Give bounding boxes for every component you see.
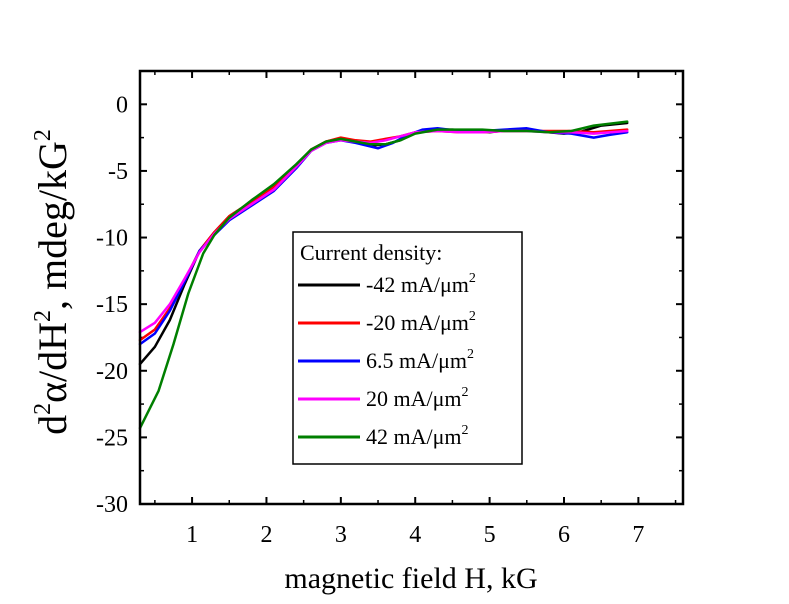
- legend-label: 20 mA/μm2: [366, 385, 469, 411]
- y-tick-label: -10: [96, 226, 128, 252]
- y-tick-label: -5: [108, 159, 128, 185]
- y-axis-title-part: α/dH: [30, 322, 75, 403]
- y-axis-title-sup: 2: [30, 310, 56, 322]
- y-tick-label: -15: [96, 292, 128, 318]
- y-axis-title-sup: 2: [30, 403, 56, 415]
- legend-label: 42 mA/μm2: [366, 423, 469, 449]
- y-tick-label: -20: [96, 359, 128, 385]
- legend-label: -42 mA/μm2: [366, 271, 476, 297]
- x-tick-label: 7: [632, 522, 644, 548]
- legend-label: -20 mA/μm2: [366, 309, 476, 335]
- x-tick-label: 3: [335, 522, 347, 548]
- y-axis-title-sup: 2: [30, 129, 56, 141]
- legend-entries: -42 mA/μm2 -20 mA/μm2 6.5 mA/μm2 20 mA/μm2 4…: [298, 271, 476, 449]
- legend-box: [292, 231, 523, 465]
- x-tick-label: 1: [186, 522, 198, 548]
- plot-frame: [138, 69, 685, 506]
- y-tick-label: -30: [96, 492, 128, 518]
- x-tick-label: 5: [484, 522, 496, 548]
- x-axis-title: magnetic field H, kG: [284, 562, 537, 595]
- x-axis-ticks: 1 2 3 4 5 6 7: [154, 71, 677, 548]
- y-axis-title-part: d: [30, 415, 75, 435]
- x-tick-label: 4: [409, 522, 421, 548]
- x-tick-label: 6: [558, 522, 570, 548]
- y-axis-title: d2α/dH2, mdeg/kG2: [30, 129, 75, 435]
- y-tick-label: -25: [96, 425, 128, 451]
- y-tick-label: 0: [116, 92, 128, 118]
- legend-title: Current density:: [300, 240, 442, 265]
- x-tick-label: 2: [260, 522, 272, 548]
- legend: Current density: -42 mA/μm2 -20 mA/μm2 6.5…: [292, 231, 523, 465]
- legend-label: 6.5 mA/μm2: [366, 347, 474, 373]
- series-line-5: [138, 120, 629, 430]
- series-lines: [138, 120, 629, 430]
- y-axis-title-part: , mdeg/kG: [30, 141, 75, 310]
